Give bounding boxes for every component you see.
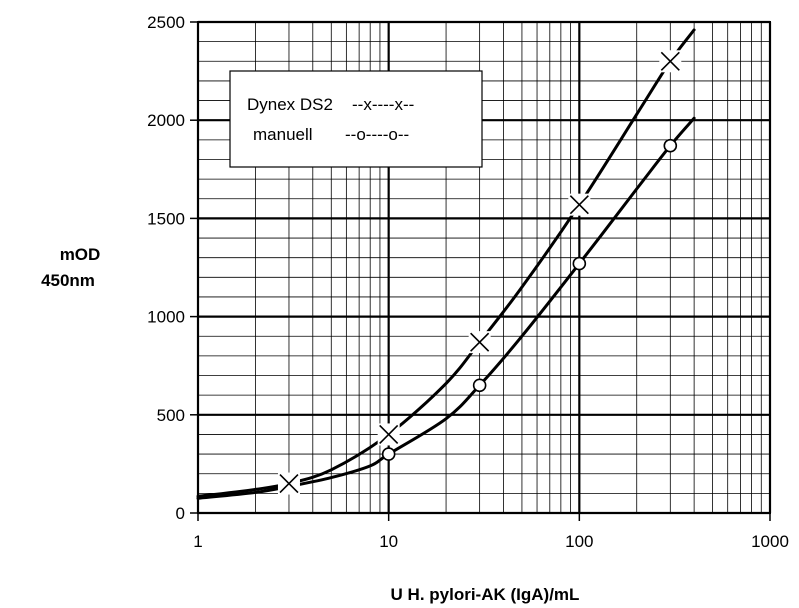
y-tick-label: 1500 [147, 209, 185, 228]
y-tick-label: 0 [176, 504, 185, 523]
data-point-dynex-ds2 [659, 50, 682, 73]
x-marker-stroke [569, 195, 589, 215]
y-tick-label: 2000 [147, 111, 185, 130]
x-marker-stroke [379, 424, 399, 445]
x-tick-labels: 1 10 100 1000 [193, 513, 789, 551]
data-point-dynex-ds2 [468, 331, 491, 354]
plot-frame [197, 21, 771, 514]
y-tick-label: 2500 [147, 13, 185, 32]
data-point-manuell [572, 256, 587, 271]
x-marker-stroke [660, 51, 680, 71]
legend: Dynex DS2 --x----x-- manuell --o----o-- [229, 70, 483, 168]
x-tick-label: 1000 [751, 532, 789, 551]
y-axis-title-line1: mOD [60, 245, 101, 264]
data-point-dynex-ds2 [568, 193, 591, 216]
data-point-manuell [381, 447, 396, 461]
x-marker-stroke [279, 473, 299, 494]
x-tick-label: 100 [565, 532, 593, 551]
data-point-manuell [663, 138, 678, 153]
legend-entry-dynex-style: --x----x-- [352, 95, 414, 114]
legend-entry-dynex-label: Dynex DS2 [247, 95, 333, 114]
y-tick-label: 500 [157, 406, 185, 425]
series-markers [277, 50, 682, 495]
data-point-dynex-ds2 [377, 423, 400, 446]
x-marker-stroke [470, 332, 490, 352]
y-tick-labels: 0 500 1000 1500 2000 2500 [147, 13, 198, 523]
x-axis-title: U H. pylori-AK (IgA)/mL [391, 585, 580, 604]
x-tick-label: 10 [379, 532, 398, 551]
legend-entry-manuell-label: manuell [253, 125, 313, 144]
data-point-manuell [472, 378, 487, 393]
y-axis-title-line2: 450nm [41, 271, 95, 290]
legend-box [229, 70, 483, 168]
legend-entry-manuell-style: --o----o-- [345, 125, 409, 144]
y-tick-label: 1000 [147, 308, 185, 327]
x-tick-label: 1 [193, 532, 202, 551]
data-point-dynex-ds2 [277, 472, 300, 495]
